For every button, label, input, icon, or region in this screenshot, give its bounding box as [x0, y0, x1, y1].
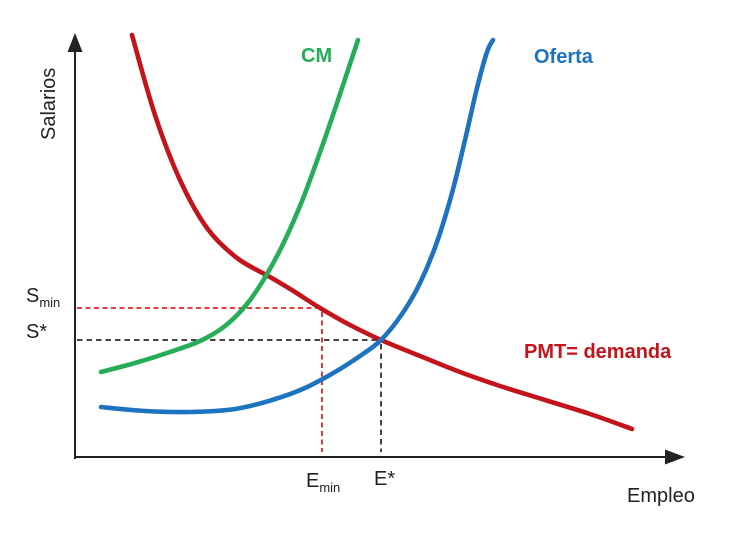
- s-min-axis-label: Smin: [26, 285, 61, 310]
- y-axis-title: Salarios: [38, 67, 60, 140]
- e-min-subscript: min: [319, 480, 341, 495]
- s-min-subscript: min: [39, 295, 61, 310]
- x-axis-title: Empleo: [627, 485, 695, 507]
- e-min-axis-label: Emin: [306, 470, 341, 495]
- e-star-axis-label: E*: [374, 468, 396, 490]
- oferta-curve-label: Oferta: [534, 46, 593, 68]
- x-axis-arrow-icon: [665, 449, 685, 465]
- cm-curve-label: CM: [301, 45, 333, 67]
- y-axis-arrow-icon: [67, 33, 83, 52]
- pmt-demanda-curve-label: PMT= demanda: [524, 341, 672, 363]
- s-min-main-text: S: [26, 285, 40, 307]
- s-star-axis-label: S*: [26, 321, 48, 343]
- cm-curve: [98, 37, 361, 375]
- oferta-curve: [98, 37, 496, 415]
- pmt-demanda-curve: [129, 32, 635, 432]
- e-min-main-text: E: [306, 470, 320, 492]
